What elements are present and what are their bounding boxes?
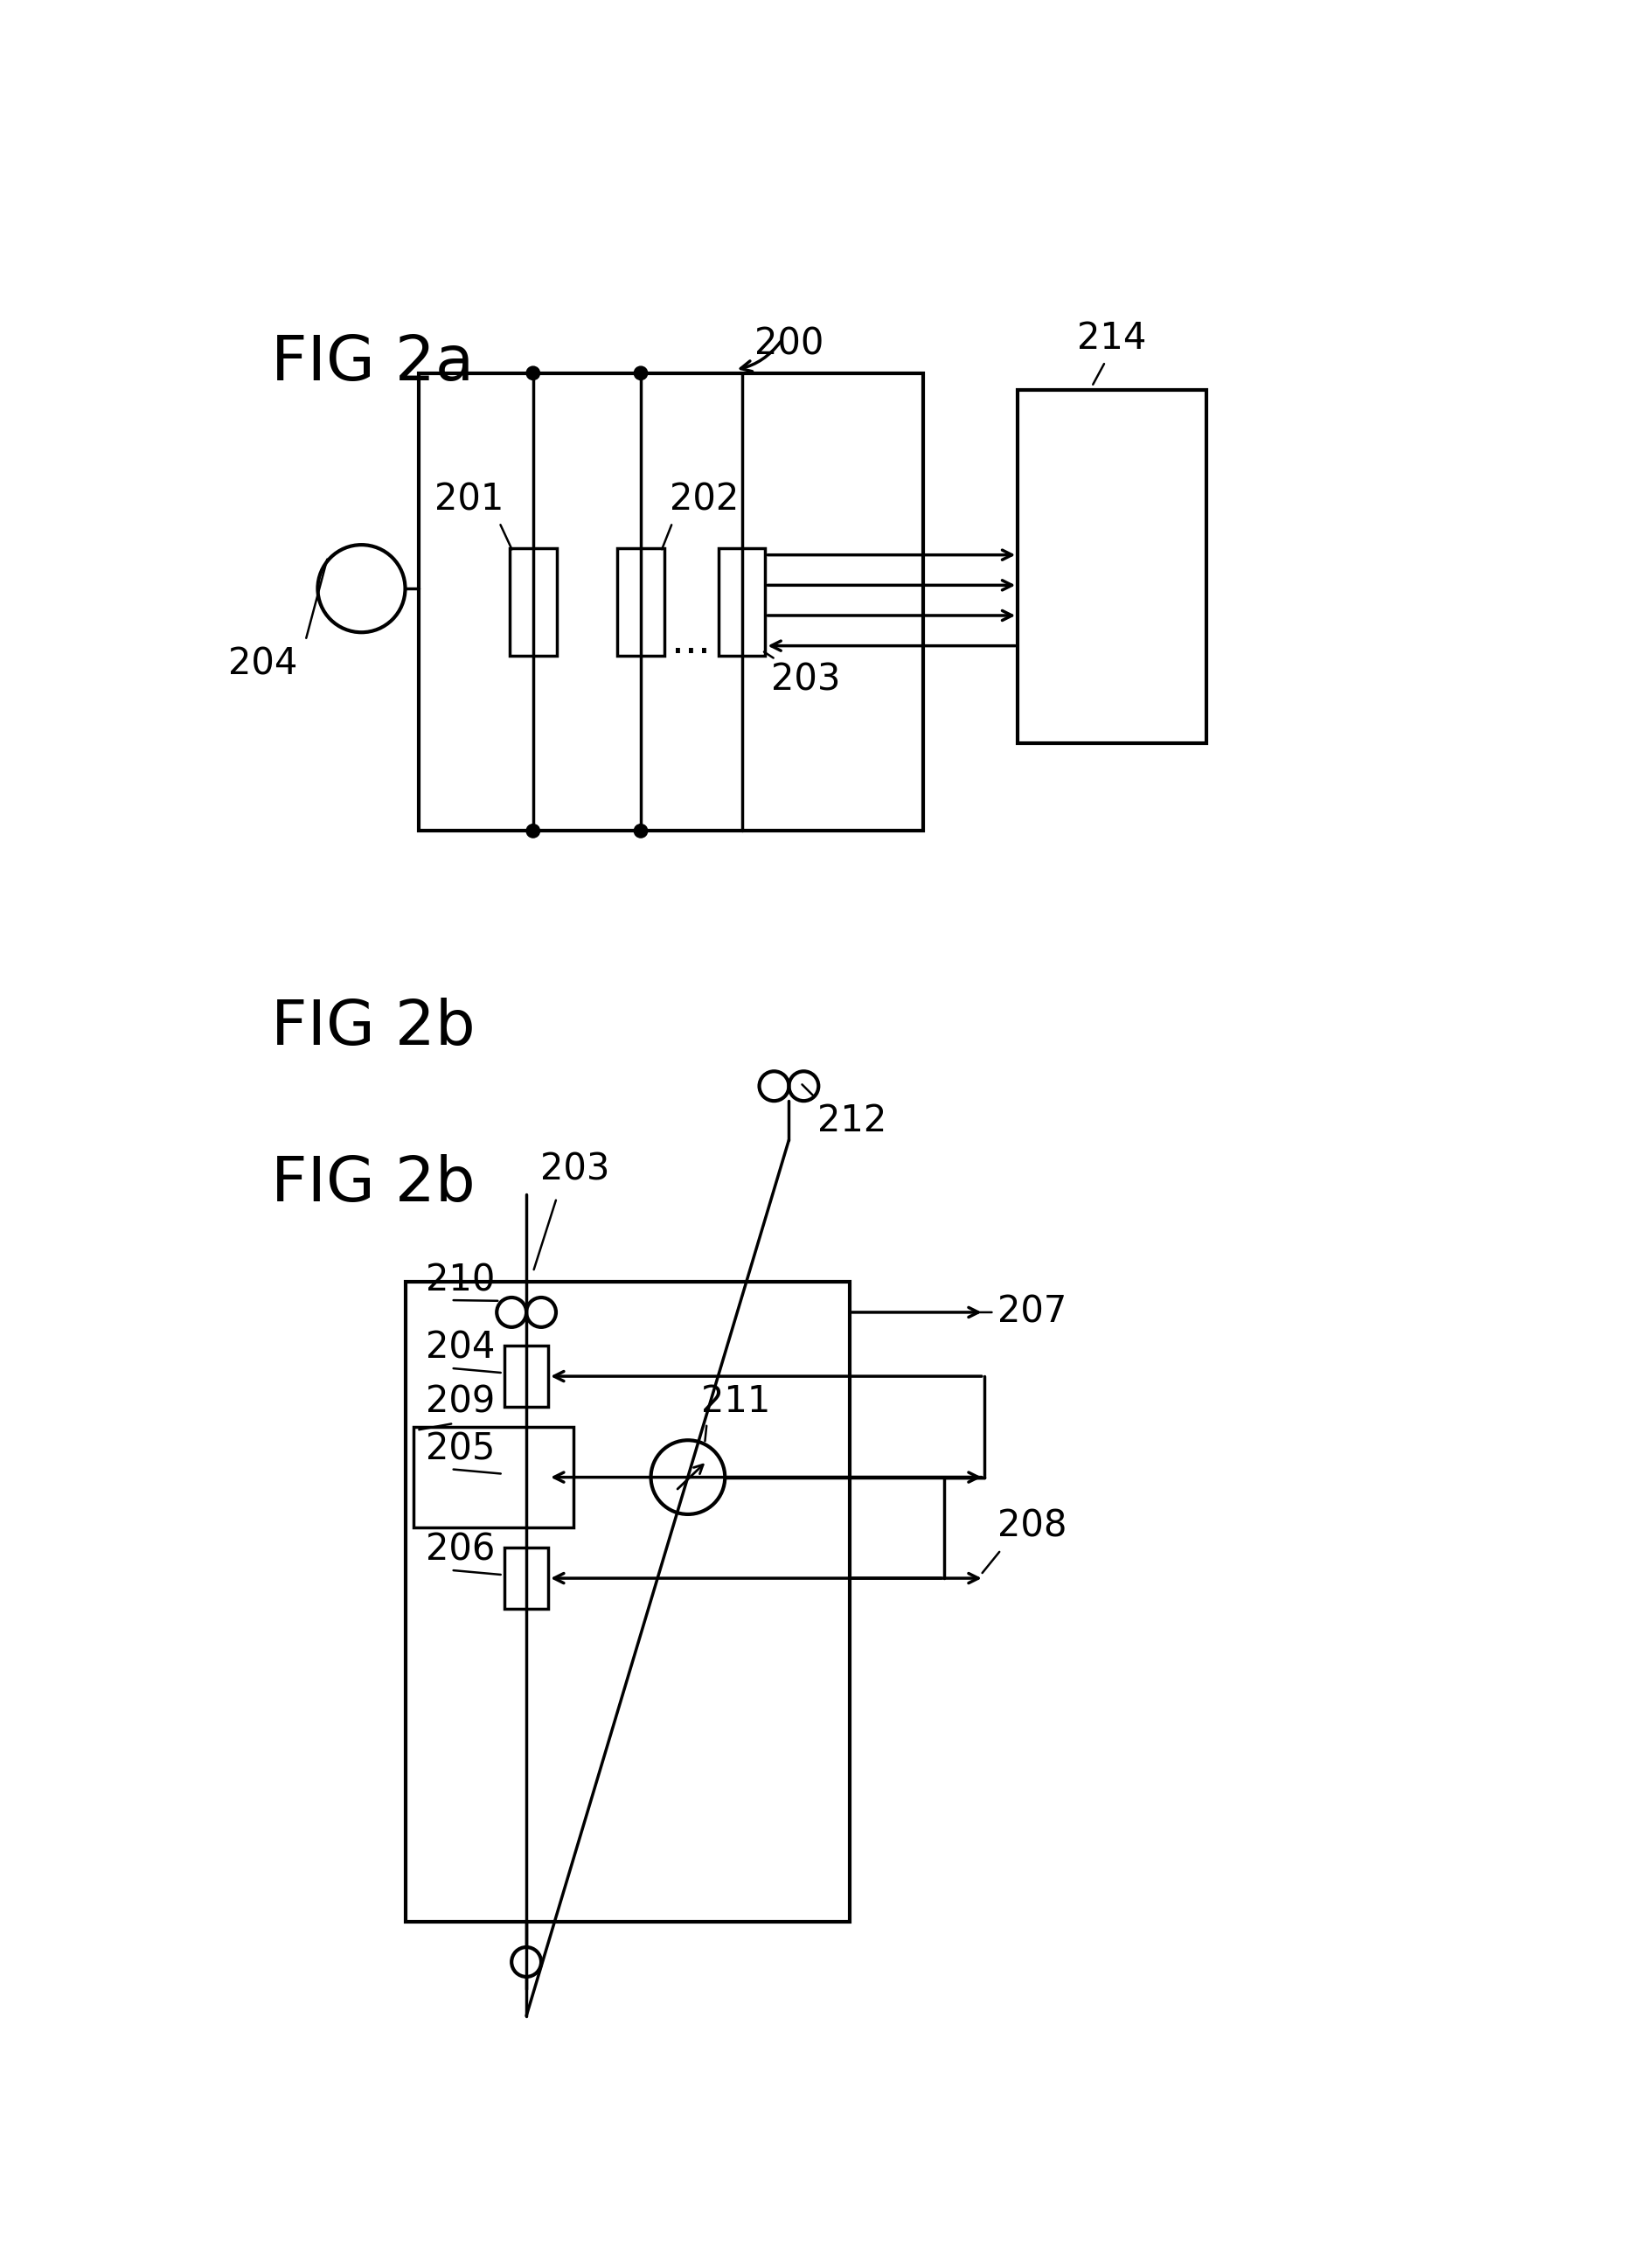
Text: 201: 201 xyxy=(435,481,504,517)
Circle shape xyxy=(527,367,540,379)
Bar xyxy=(509,549,557,655)
Text: 204: 204 xyxy=(229,646,298,683)
Text: 214: 214 xyxy=(1077,320,1146,356)
Text: 204: 204 xyxy=(425,1329,494,1365)
Bar xyxy=(618,549,664,655)
Text: FIG 2a: FIG 2a xyxy=(270,333,473,392)
Text: FIG 2b: FIG 2b xyxy=(270,1154,474,1213)
Bar xyxy=(405,1281,850,1921)
Text: 203: 203 xyxy=(540,1152,609,1188)
Bar xyxy=(718,549,766,655)
Circle shape xyxy=(634,823,647,837)
Bar xyxy=(418,374,924,830)
Bar xyxy=(504,1345,548,1406)
Text: 211: 211 xyxy=(702,1383,771,1420)
Text: 203: 203 xyxy=(771,662,840,699)
Text: FIG 2b: FIG 2b xyxy=(270,998,474,1057)
Text: 206: 206 xyxy=(425,1531,494,1567)
Text: ...: ... xyxy=(672,624,712,662)
Circle shape xyxy=(527,823,540,837)
Text: 210: 210 xyxy=(425,1261,494,1300)
Text: 208: 208 xyxy=(998,1508,1067,1545)
Text: 212: 212 xyxy=(817,1102,886,1139)
Text: 207: 207 xyxy=(998,1295,1067,1331)
Bar xyxy=(413,1427,573,1529)
Text: 205: 205 xyxy=(425,1431,494,1467)
Bar xyxy=(1018,390,1206,744)
Text: 202: 202 xyxy=(670,481,740,517)
Text: 209: 209 xyxy=(425,1383,494,1420)
Bar xyxy=(504,1447,548,1508)
Circle shape xyxy=(634,367,647,379)
Text: 200: 200 xyxy=(754,327,824,363)
Bar xyxy=(504,1549,548,1608)
